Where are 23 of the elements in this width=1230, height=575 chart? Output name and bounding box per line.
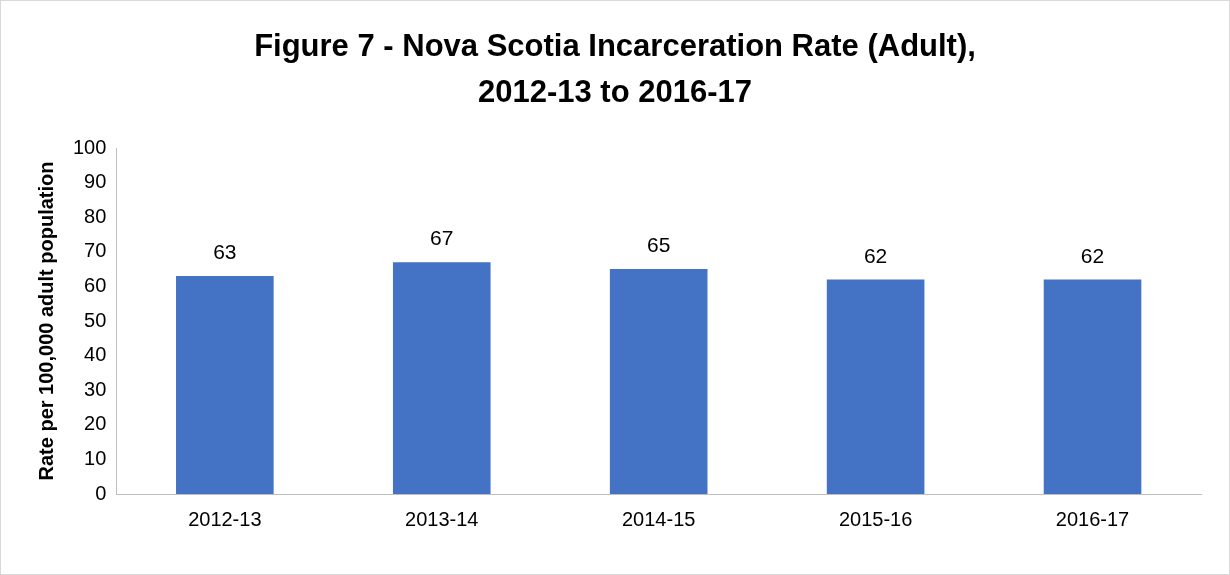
x-tick-label: 2016-17: [1055, 507, 1130, 530]
y-axis-title: Rate per 100,000 adult population: [34, 161, 57, 481]
y-tick-label: 20: [84, 412, 107, 435]
chart-title: Figure 7 - Nova Scotia Incarceration Rate (Adult), 2012-13 to 2016-17: [253, 27, 977, 111]
y-tick-label: 40: [84, 343, 107, 366]
y-tick-label: 60: [84, 273, 107, 296]
x-tick-label: 2015-16: [838, 507, 913, 530]
data-label: 62: [1080, 243, 1105, 267]
data-label: 67: [430, 226, 454, 250]
y-tick-label: 90: [84, 170, 107, 193]
y-tick-label: 0: [95, 481, 107, 504]
data-label: 63: [213, 240, 237, 264]
y-tick-label: 100: [72, 135, 107, 158]
y-tick-label: 30: [84, 377, 107, 400]
x-tick-label: 2014-15: [621, 507, 696, 530]
data-label: 65: [647, 233, 671, 257]
y-tick-label: 50: [84, 308, 107, 331]
x-tick-label: 2012-13: [188, 507, 262, 530]
y-tick-label: 10: [84, 446, 107, 469]
x-tick-label: 2013-14: [405, 507, 479, 530]
y-tick-label: 80: [84, 204, 107, 227]
data-label: 62: [863, 243, 888, 267]
y-tick-label: 70: [84, 239, 107, 262]
